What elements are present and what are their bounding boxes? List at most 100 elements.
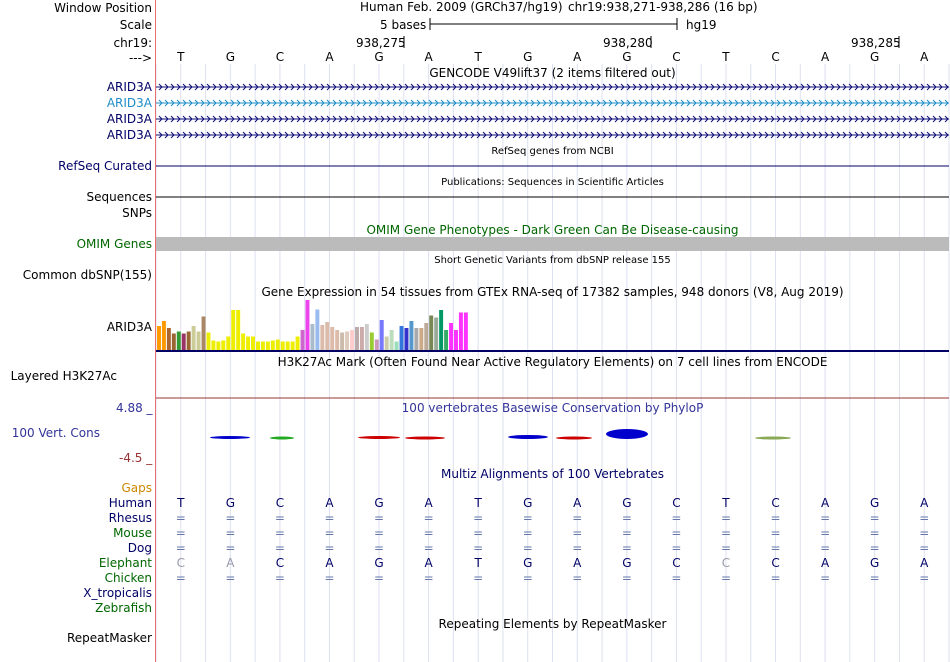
multiz-base: G bbox=[622, 556, 632, 570]
scale-text: 5 bases bbox=[380, 18, 427, 32]
multiz-base: = bbox=[621, 571, 632, 585]
phylop-conservation-mark bbox=[508, 435, 548, 439]
gencode-title[interactable]: GENCODE V49lift37 (2 items filtered out) bbox=[429, 66, 676, 80]
gtex-title[interactable]: Gene Expression in 54 tissues from GTEx … bbox=[261, 285, 844, 299]
phylop-title[interactable]: 100 vertebrates Basewise Conservation by… bbox=[401, 401, 704, 415]
multiz-base: = bbox=[919, 541, 930, 555]
gencode-item-label[interactable]: ARID3A bbox=[106, 128, 152, 142]
db-text: hg19 bbox=[686, 18, 717, 32]
base-letter: A bbox=[424, 50, 433, 64]
multiz-base: = bbox=[374, 571, 385, 585]
gtex-tissue-bar bbox=[320, 325, 325, 350]
multiz-base: = bbox=[869, 526, 880, 540]
multiz-title[interactable]: Multiz Alignments of 100 Vertebrates bbox=[440, 467, 665, 481]
gtex-gene-label[interactable]: ARID3A bbox=[106, 320, 152, 334]
gtex-tissue-bar bbox=[330, 327, 335, 350]
multiz-base: = bbox=[770, 526, 781, 540]
snps-label[interactable]: SNPs bbox=[122, 206, 152, 220]
h3k27ac-label[interactable]: Layered H3K27Ac bbox=[10, 369, 117, 383]
multiz-base: = bbox=[869, 511, 880, 525]
multiz-base: A bbox=[820, 496, 830, 510]
gtex-tissue-bar bbox=[270, 340, 275, 350]
multiz-base: C bbox=[275, 496, 285, 510]
multiz-base: = bbox=[324, 526, 335, 540]
gtex-tissue-bar bbox=[157, 326, 161, 350]
multiz-base: = bbox=[820, 526, 831, 540]
omim-title[interactable]: OMIM Gene Phenotypes - Dark Green Can Be… bbox=[366, 223, 739, 237]
gtex-tissue-bar bbox=[251, 336, 255, 350]
h3k27ac-title[interactable]: H3K27Ac Mark (Often Found Near Active Re… bbox=[277, 355, 828, 369]
gtex-tissue-bar bbox=[434, 317, 439, 350]
multiz-species-label[interactable]: Dog bbox=[127, 541, 152, 555]
multiz-base: = bbox=[473, 511, 484, 525]
multiz-species-label[interactable]: Mouse bbox=[113, 526, 152, 540]
gtex-tissue-bar bbox=[305, 300, 310, 350]
multiz-species-label[interactable]: X_tropicalis bbox=[83, 586, 152, 600]
gtex-tissue-bar bbox=[221, 340, 226, 350]
gencode-item-label[interactable]: ARID3A bbox=[106, 96, 152, 110]
multiz-base: T bbox=[177, 496, 185, 510]
phylop-label[interactable]: 100 Vert. Cons bbox=[11, 426, 100, 440]
multiz-base: A bbox=[226, 556, 235, 570]
multiz-base: G bbox=[870, 496, 880, 510]
multiz-base: = bbox=[572, 511, 583, 525]
base-letter: A bbox=[920, 50, 929, 64]
gtex-tissue-bar bbox=[206, 332, 211, 350]
gtex-tissue-bar bbox=[364, 324, 369, 350]
repeatmasker-label[interactable]: RepeatMasker bbox=[66, 631, 152, 645]
gtex-tissue-bar bbox=[335, 330, 340, 350]
position-text: chr19:938,271-938,286 (16 bp) bbox=[568, 0, 758, 14]
omim-label[interactable]: OMIM Genes bbox=[76, 237, 152, 251]
base-letter: C bbox=[275, 50, 285, 64]
gtex-tissue-bar bbox=[424, 323, 429, 350]
dbsnp-title[interactable]: Short Genetic Variants from dbSNP releas… bbox=[434, 255, 671, 266]
multiz-base: = bbox=[770, 541, 781, 555]
multiz-base: = bbox=[572, 526, 583, 540]
multiz-base: G bbox=[622, 496, 632, 510]
gencode-item-label[interactable]: ARID3A bbox=[106, 80, 152, 94]
multiz-species-label[interactable]: Elephant bbox=[98, 556, 152, 570]
gtex-tissue-bar bbox=[280, 341, 285, 350]
gtex-tissue-bar bbox=[300, 330, 305, 350]
base-letter: A bbox=[325, 50, 334, 64]
phylop-conservation-mark bbox=[606, 429, 648, 439]
gtex-tissue-bar bbox=[275, 339, 280, 350]
gtex-tissue-bar bbox=[350, 330, 354, 350]
multiz-base: = bbox=[621, 511, 632, 525]
multiz-base: = bbox=[225, 511, 236, 525]
multiz-species-label[interactable]: Rhesus bbox=[108, 511, 152, 525]
multiz-species-label[interactable]: Zebrafish bbox=[95, 601, 152, 615]
refseq-title[interactable]: RefSeq genes from NCBI bbox=[491, 146, 614, 157]
multiz-base: G bbox=[374, 496, 384, 510]
multiz-base: = bbox=[671, 571, 682, 585]
phylop-conservation-mark bbox=[755, 436, 791, 440]
multiz-base: = bbox=[720, 571, 731, 585]
base-letter: C bbox=[672, 50, 681, 64]
multiz-base: A bbox=[573, 496, 582, 510]
repeatmasker-title[interactable]: Repeating Elements by RepeatMasker bbox=[438, 617, 667, 631]
multiz-base: = bbox=[671, 511, 682, 525]
publications-label[interactable]: Sequences bbox=[86, 190, 152, 204]
gtex-tissue-bar bbox=[355, 327, 359, 350]
gencode-item-label[interactable]: ARID3A bbox=[106, 112, 152, 126]
multiz-base: = bbox=[720, 541, 731, 555]
multiz-species-label[interactable]: Gaps bbox=[121, 481, 152, 495]
dbsnp-label[interactable]: Common dbSNP(155) bbox=[22, 268, 152, 282]
multiz-base: A bbox=[920, 556, 929, 570]
multiz-species-label[interactable]: Human bbox=[108, 496, 152, 510]
multiz-base: A bbox=[573, 556, 582, 570]
gtex-tissue-bar bbox=[384, 336, 389, 350]
publications-title[interactable]: Publications: Sequences in Scientific Ar… bbox=[441, 177, 664, 188]
gtex-tissue-bar bbox=[285, 341, 290, 350]
refseq-label[interactable]: RefSeq Curated bbox=[58, 159, 152, 173]
multiz-base: = bbox=[324, 571, 335, 585]
multiz-base: = bbox=[374, 511, 385, 525]
multiz-base: = bbox=[473, 526, 484, 540]
gtex-tissue-bar bbox=[191, 326, 196, 350]
multiz-base: = bbox=[522, 541, 533, 555]
multiz-species-label[interactable]: Chicken bbox=[104, 571, 152, 585]
multiz-base: = bbox=[225, 541, 236, 555]
gtex-tissue-bar bbox=[345, 331, 350, 350]
base-letter: C bbox=[771, 50, 780, 64]
gtex-tissue-bar bbox=[359, 327, 364, 350]
